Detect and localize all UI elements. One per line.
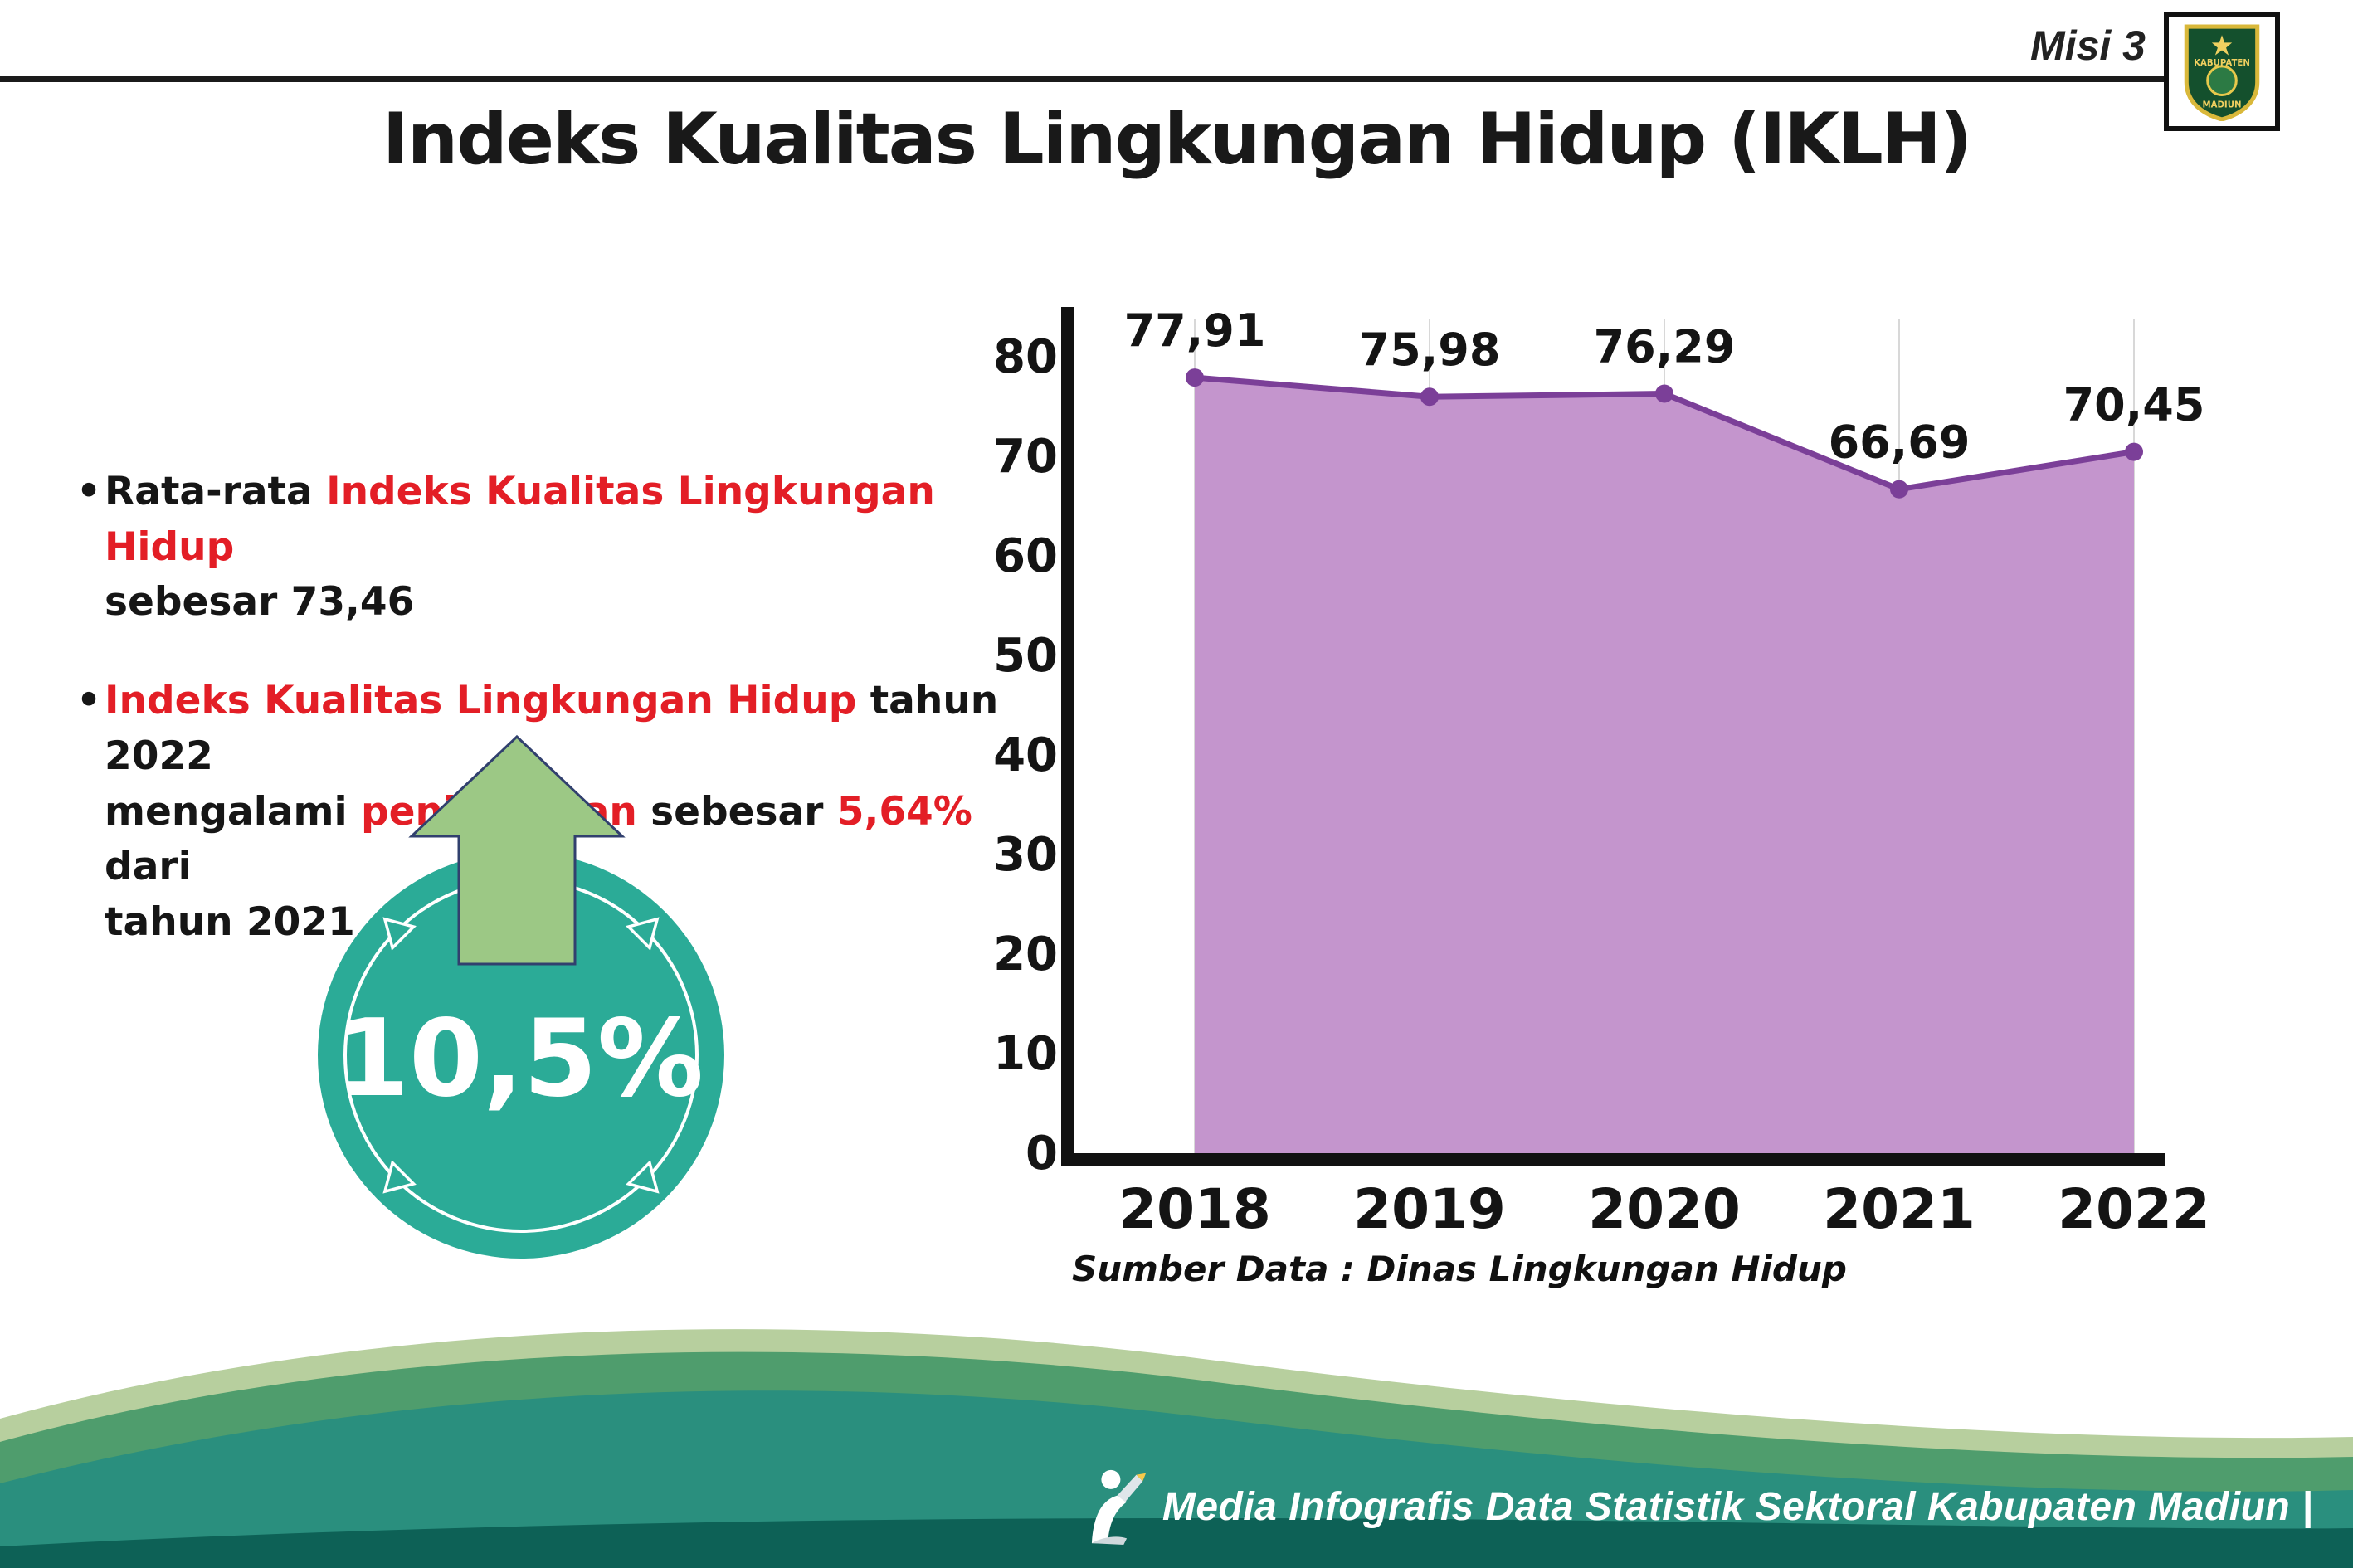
kabupaten-madiun-crest-icon: KABUPATEN MADIUN (2184, 24, 2260, 121)
bullet-text-segment: sebesar (636, 788, 837, 835)
footer-credit-text: Media Infografis Data Statistik Sektoral… (1162, 1484, 2313, 1529)
x-axis-label: 2022 (2058, 1177, 2207, 1241)
data-point (1890, 480, 1908, 499)
y-tick-label: 60 (993, 529, 1058, 583)
data-point (1655, 384, 1673, 403)
mascot-writer-icon (1091, 1469, 1146, 1545)
iklh-chart-container: 77,91 75,98 76,29 66,69 70,45 0 10 20 30 40 50 60 70… (979, 274, 2210, 1331)
svg-text:KABUPATEN: KABUPATEN (2194, 59, 2250, 68)
data-label: 66,69 (1829, 416, 1971, 469)
bullet-text-segment: Indeks Kualitas Lingkungan Hidup (105, 469, 935, 570)
footer-credit: Media Infografis Data Statistik Sektoral… (1071, 1467, 2313, 1546)
badge-circle (318, 852, 724, 1259)
y-tick-label: 50 (993, 629, 1058, 683)
x-axis-label: 2021 (1823, 1177, 1975, 1241)
bullet-item: • Indeks Kualitas Lingkungan Hidup tahun … (76, 674, 1006, 951)
footer-wave-decoration (0, 1329, 2353, 1568)
x-axis (1061, 1153, 2165, 1166)
x-axis-label: 2019 (1353, 1177, 1506, 1241)
svg-text:MADIUN: MADIUN (2203, 101, 2242, 110)
bullet-text: Indeks Kualitas Lingkungan Hidup tahun 2… (105, 674, 1006, 951)
area-fill (1195, 377, 2134, 1153)
x-axis-label: 2018 (1118, 1177, 1271, 1241)
bullet-text-segment: Rata-rata (105, 469, 327, 514)
data-point (2125, 442, 2143, 461)
misi-label: Misi 3 (2030, 22, 2146, 69)
bullet-text-segment: Indeks Kualitas Lingkungan Hidup (105, 678, 857, 724)
bullet-text-segment: 5,64% (836, 788, 972, 835)
kabupaten-madiun-logo: KABUPATEN MADIUN (2164, 12, 2280, 131)
data-point (1186, 368, 1204, 387)
bullet-text-segment: sebesar 73,46 (105, 579, 415, 626)
iklh-area-chart: 77,91 75,98 76,29 66,69 70,45 0 10 20 30 40 50 60 70… (993, 304, 2210, 1241)
bullet-marker: • (76, 678, 102, 724)
y-tick-label: 70 (993, 430, 1058, 484)
y-tick-label: 10 (993, 1027, 1058, 1081)
key-findings-list: • Rata-rata Indeks Kualitas Lingkungan Hi… (76, 465, 1006, 994)
data-label: 75,98 (1359, 324, 1501, 376)
bullet-text-segment: dari (105, 844, 192, 890)
y-tick-label: 40 (993, 728, 1058, 782)
y-tick-label: 80 (993, 330, 1058, 384)
data-source-note: Sumber Data : Dinas Lingkungan Hidup (1072, 1249, 1847, 1289)
bullet-text-segment: mengalami (105, 788, 361, 835)
data-point (1420, 387, 1439, 407)
bullet-item: • Rata-rata Indeks Kualitas Lingkungan Hi… (76, 465, 1006, 631)
bullet-text-segment: tahun 2022 (105, 678, 999, 779)
data-label: 70,45 (2063, 379, 2205, 431)
increase-badge-graphic: 10,5% (318, 734, 724, 1259)
bullet-text: Rata-rata Indeks Kualitas Lingkungan Hid… (105, 465, 1006, 631)
page-title: Indeks Kualitas Lingkungan Hidup (IKLH) (382, 98, 1972, 181)
y-tick-label: 20 (993, 928, 1058, 981)
increase-badge: 10,5% (305, 730, 770, 1271)
data-label: 76,29 (1594, 321, 1736, 373)
y-tick-label: 0 (1025, 1127, 1058, 1181)
y-axis (1061, 307, 1074, 1166)
data-label: 77,91 (1124, 304, 1266, 357)
bullet-marker: • (76, 469, 102, 514)
header-divider (0, 76, 2174, 82)
bullet-text-segment: tahun 2021 (105, 899, 355, 946)
x-axis-label: 2020 (1588, 1177, 1741, 1241)
up-arrow-icon (408, 734, 626, 966)
y-tick-label: 30 (993, 828, 1058, 882)
badge-value: 10,5% (335, 997, 704, 1121)
